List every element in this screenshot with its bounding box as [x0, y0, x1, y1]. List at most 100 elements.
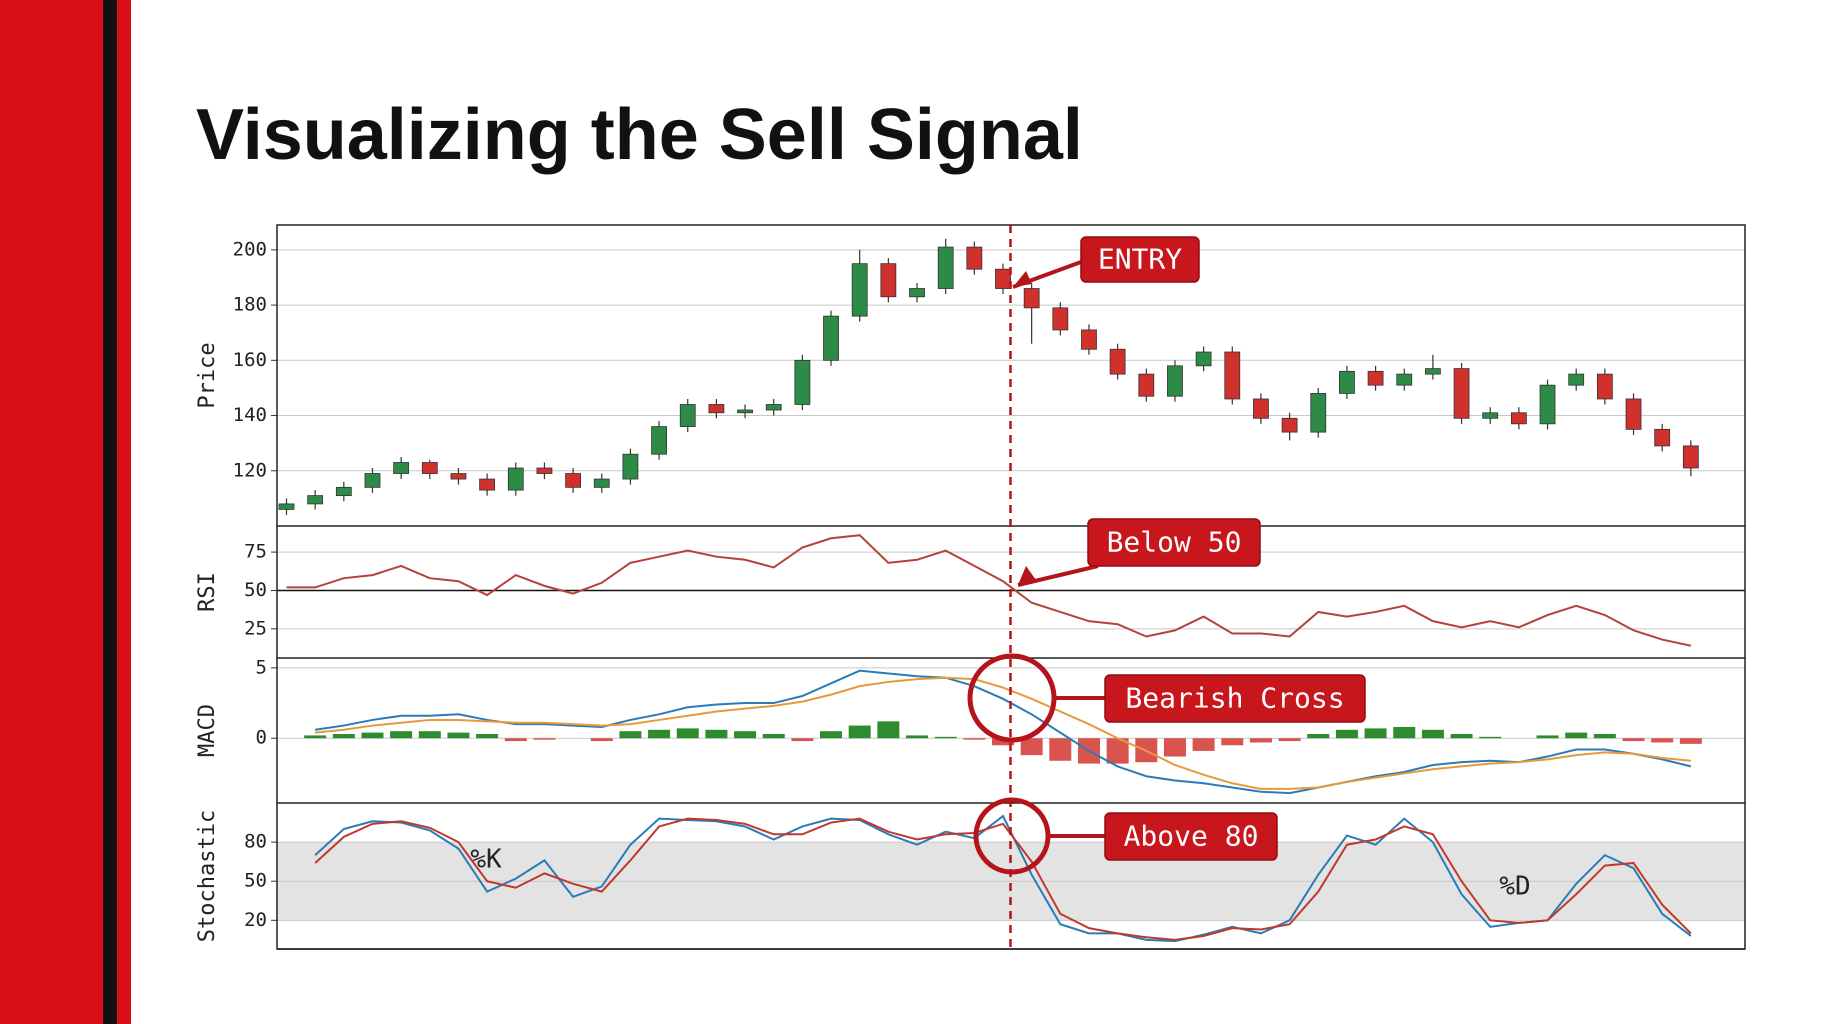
histogram-bar: [1393, 726, 1416, 739]
histogram-bar: [848, 725, 871, 739]
candle-body: [1167, 365, 1183, 397]
histogram-bar: [906, 735, 929, 739]
candle-body: [450, 473, 467, 480]
histogram-bar: [476, 734, 499, 739]
candle-body: [1482, 412, 1499, 419]
candle-body: [1253, 398, 1269, 419]
series-label: %K: [470, 845, 502, 875]
histogram-bar: [1565, 732, 1588, 739]
histogram-bar: [1622, 738, 1645, 742]
y-axis-label: MACD: [195, 704, 220, 757]
candle-body: [1310, 393, 1327, 433]
candle-body: [421, 462, 438, 474]
candle-body: [1625, 398, 1642, 430]
y-tick-label: 180: [233, 294, 267, 316]
histogram-bar: [504, 738, 527, 742]
histogram-bar: [820, 731, 843, 739]
candle-body: [364, 473, 381, 488]
histogram-bar: [619, 731, 642, 739]
candle-body: [1596, 373, 1613, 400]
candle-body: [1281, 417, 1298, 433]
candle-body: [651, 426, 667, 455]
histogram-bar: [1651, 738, 1674, 743]
y-tick-label: 120: [233, 459, 267, 481]
histogram-bar: [1421, 729, 1444, 739]
histogram-bar: [1163, 738, 1186, 757]
candle-body: [937, 246, 954, 289]
histogram-bar: [1106, 738, 1129, 764]
y-tick-label: 25: [244, 617, 267, 639]
histogram-bar: [648, 729, 671, 739]
candle-body: [1396, 373, 1413, 386]
y-axis-label: Price: [195, 342, 220, 408]
histogram-bar: [1364, 728, 1387, 739]
y-tick-label: 80: [244, 831, 267, 853]
arrow: [1017, 564, 1099, 587]
series-line: [315, 669, 1692, 795]
histogram-bar: [1049, 738, 1072, 761]
annotation-label: ENTRY: [1098, 243, 1182, 276]
histogram-bar: [447, 732, 470, 739]
series-line: [315, 676, 1691, 790]
histogram-bar: [1020, 738, 1043, 756]
candle-body: [995, 268, 1011, 289]
candle-body: [536, 467, 553, 474]
candle-body: [1453, 368, 1470, 419]
y-tick-label: 200: [233, 238, 267, 260]
candle-body: [1023, 288, 1040, 309]
histogram-bar: [1679, 738, 1702, 744]
candle-body: [1224, 351, 1241, 400]
candle-body: [507, 467, 524, 491]
y-tick-label: 50: [244, 579, 267, 601]
histogram-bar: [963, 738, 986, 740]
annotation-label: Bearish Cross: [1125, 682, 1344, 715]
histogram-bar: [992, 738, 1014, 746]
histogram-bar: [1335, 729, 1358, 739]
histogram-bar: [332, 734, 355, 739]
y-axis-label: RSI: [195, 572, 220, 612]
candle-body: [966, 246, 983, 270]
highlight-circle: [967, 653, 1057, 743]
candle-body: [1052, 307, 1069, 331]
candle-body: [1539, 384, 1556, 425]
arrow: [1012, 260, 1082, 289]
candle-body: [679, 404, 696, 427]
histogram-bar: [590, 738, 613, 742]
candle-body: [1654, 428, 1671, 447]
candle-body: [479, 478, 496, 491]
histogram-bar: [791, 738, 814, 742]
annotation-box: [1104, 674, 1366, 723]
y-tick-label: 50: [244, 870, 267, 892]
y-tick-label: 0: [256, 727, 267, 749]
series-line: [286, 534, 1692, 647]
histogram-bar: [533, 738, 556, 740]
histogram-bar: [1278, 738, 1301, 742]
candle-body: [765, 404, 782, 411]
series-label: %D: [1499, 872, 1530, 902]
annotation-label: Below 50: [1107, 526, 1242, 559]
accent-bar: [0, 0, 103, 1024]
y-tick-label: 140: [233, 404, 267, 426]
histogram-bar: [734, 731, 757, 739]
y-tick-label: 75: [244, 541, 267, 563]
accent-bar: [103, 0, 117, 1024]
candle-body: [593, 478, 610, 488]
histogram-bar: [1479, 736, 1502, 739]
histogram-bar: [1593, 734, 1616, 739]
histogram-bar: [934, 736, 957, 739]
annotation-box: [1104, 812, 1278, 861]
candle-body: [565, 473, 581, 488]
y-tick-label: 20: [244, 909, 267, 931]
histogram-bar: [304, 735, 327, 739]
y-tick-label: 160: [233, 349, 267, 371]
candle-body: [823, 315, 839, 361]
candle-body: [622, 453, 639, 480]
histogram-bar: [676, 728, 699, 739]
candle-body: [393, 462, 410, 474]
series-line: [314, 814, 1692, 943]
histogram-bar: [390, 731, 413, 739]
candle-body: [909, 288, 925, 298]
y-axis-label: Stochastic: [195, 810, 220, 942]
